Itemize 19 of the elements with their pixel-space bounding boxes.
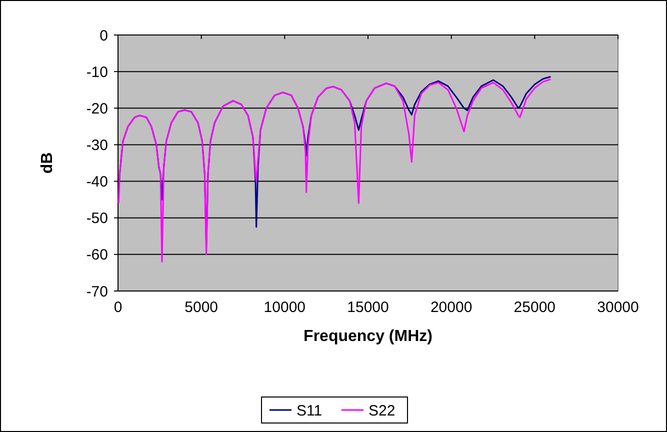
y-tick-label: -20 — [86, 100, 108, 118]
y-tick-label: -70 — [86, 283, 108, 300]
x-axis-title: Frequency (MHz) — [304, 328, 432, 345]
y-tick-label: 0 — [100, 27, 108, 44]
x-tick-label: 0 — [114, 299, 122, 316]
y-tick-label: -60 — [86, 246, 108, 264]
legend-label: S11 — [296, 402, 322, 420]
x-tick-label: 10000 — [264, 299, 306, 316]
x-tick-label: 20000 — [430, 299, 472, 316]
legend-label: S22 — [368, 402, 396, 420]
y-axis-title: dB — [39, 152, 56, 174]
x-tick-label: 30000 — [597, 299, 639, 316]
y-tick-label: -50 — [86, 210, 108, 228]
x-tick-label: 25000 — [514, 299, 556, 316]
x-tick-label: 5000 — [184, 299, 218, 316]
y-tick-label: -40 — [86, 174, 108, 191]
y-tick-label: -30 — [86, 136, 108, 154]
y-tick-label: -10 — [86, 64, 108, 81]
x-tick-label: 15000 — [347, 299, 389, 316]
